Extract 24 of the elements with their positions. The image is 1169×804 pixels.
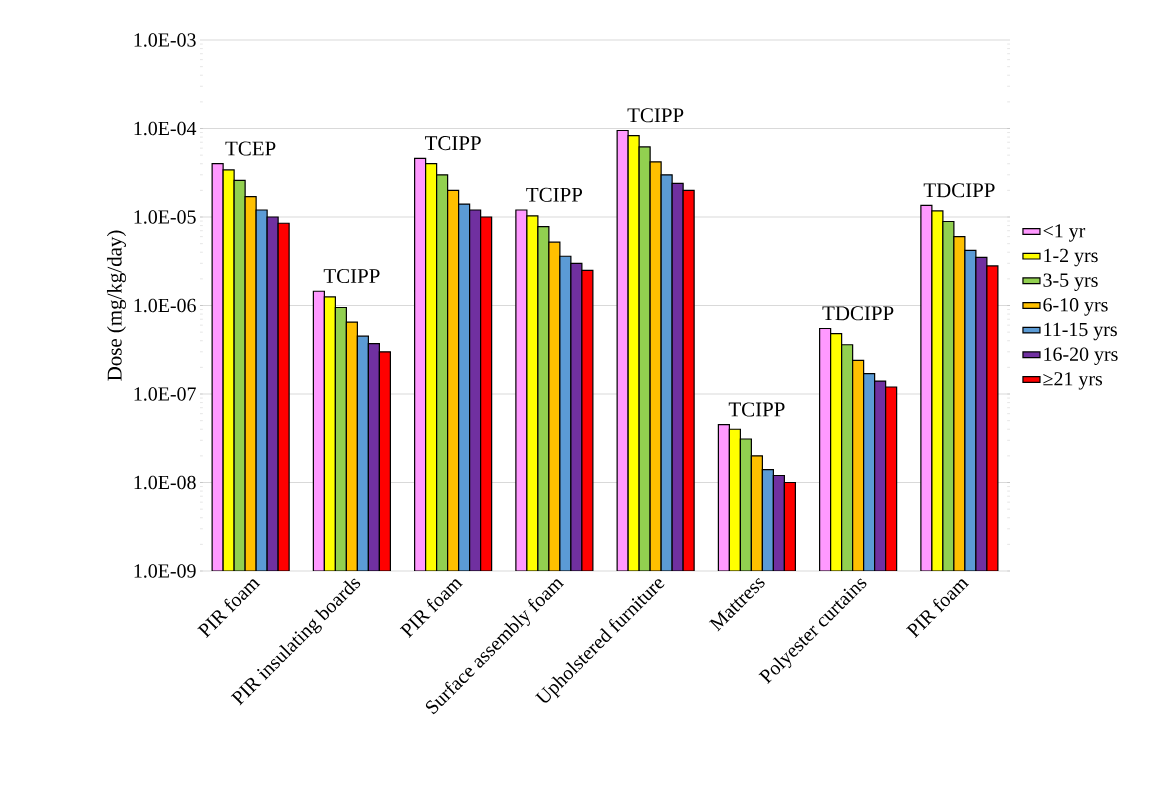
legend-label: 11-15 yrs [1044,322,1117,341]
y-tick-label: 1.0E-06 [134,298,196,313]
legend-label: 6-10 yrs [1043,298,1108,316]
y-tick-label: 1.0E-03 [134,33,196,47]
legend-label: <1 yr [1043,224,1086,242]
annotation: TCIPP [627,108,684,123]
legend-label: ≥21 yrs [1043,372,1103,390]
y-tick-label: 1.0E-08 [134,475,196,490]
y-tick-label: 1.0E-05 [134,210,196,224]
legend-label: 3-5 yrs [1043,273,1098,291]
annotation: TDCIPP [822,306,894,321]
annotation: TCIPP [526,187,583,202]
y-tick-label: 1.0E-07 [134,387,196,401]
annotation: TCIPP [323,268,380,284]
annotation: TCIPP [425,136,481,151]
y-tick-label: 1.0E-04 [134,121,197,136]
annotation: TDCIPP [923,183,995,198]
y-axis-title: Dose (mg/kg/day) [106,230,126,381]
x-tick-label: PIR foam [906,579,970,638]
y-tick-label: 1.0E-09 [134,564,196,578]
annotation: TCIPP [728,402,785,417]
legend-label: 16-20 yrs [1044,347,1118,365]
annotation: TCEP [225,141,276,156]
legend-label: 1-2 yrs [1044,248,1098,267]
